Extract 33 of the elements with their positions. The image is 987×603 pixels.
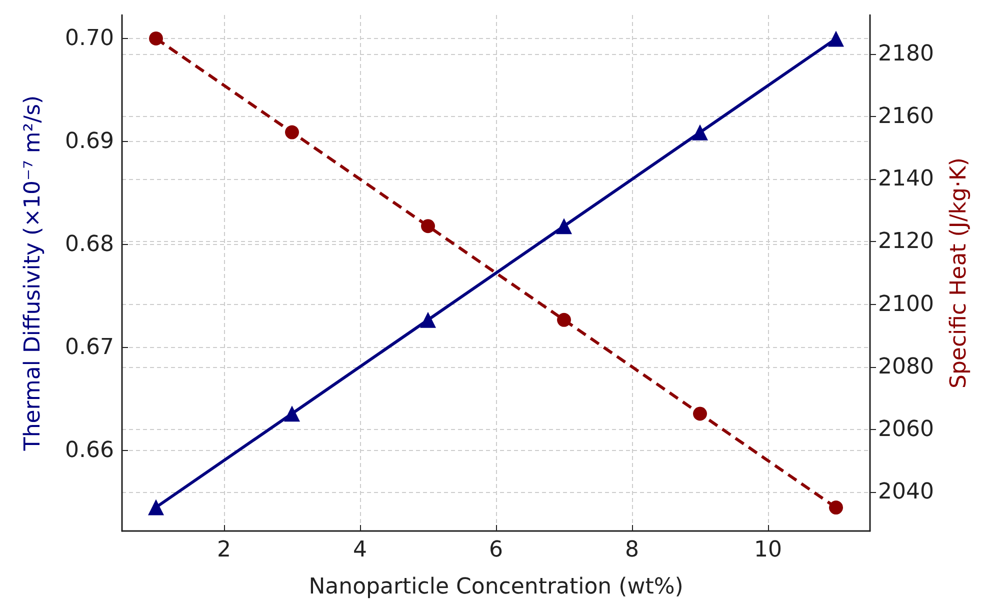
point (557, 312, 571, 327)
point (828, 30, 844, 47)
y2-tick-label: 2040 (878, 479, 934, 504)
point (420, 312, 436, 328)
point (556, 218, 572, 234)
y2-axis-title: Specific Heat (J/kg·K) (946, 158, 972, 388)
point (148, 499, 164, 516)
x-tick-label: 10 (754, 538, 782, 562)
y-tick-label: 0.68 (65, 232, 114, 258)
point (692, 124, 708, 140)
x-tick-label: 2 (217, 538, 231, 562)
y2-tick-label: 2140 (878, 166, 934, 192)
point (285, 125, 299, 140)
x-tick-label: 8 (625, 538, 639, 562)
y-tick-label: 0.70 (65, 26, 114, 52)
y2-tick-label: 2160 (878, 104, 934, 130)
y2-tick-label: 2120 (878, 229, 934, 254)
y2-tick-label: 2060 (878, 416, 934, 442)
y-tick-label: 0.67 (65, 335, 114, 360)
y-tick-label: 0.69 (65, 129, 114, 154)
point (693, 406, 707, 421)
point (149, 31, 163, 46)
x-tick-label: 4 (353, 538, 367, 562)
point (284, 406, 300, 422)
y-axis-title: Thermal Diffusivity (×10⁻⁷ m²/s) (20, 95, 46, 452)
x-tick-label: 6 (489, 538, 503, 562)
y-tick-label: 0.66 (65, 438, 114, 464)
y2-tick-label: 2100 (878, 292, 934, 317)
point (829, 500, 843, 515)
point (421, 219, 435, 234)
x-axis-title: Nanoparticle Concentration (wt%) (308, 574, 684, 600)
y2-tick-label: 2180 (878, 42, 934, 67)
y2-tick-label: 2080 (878, 354, 934, 380)
